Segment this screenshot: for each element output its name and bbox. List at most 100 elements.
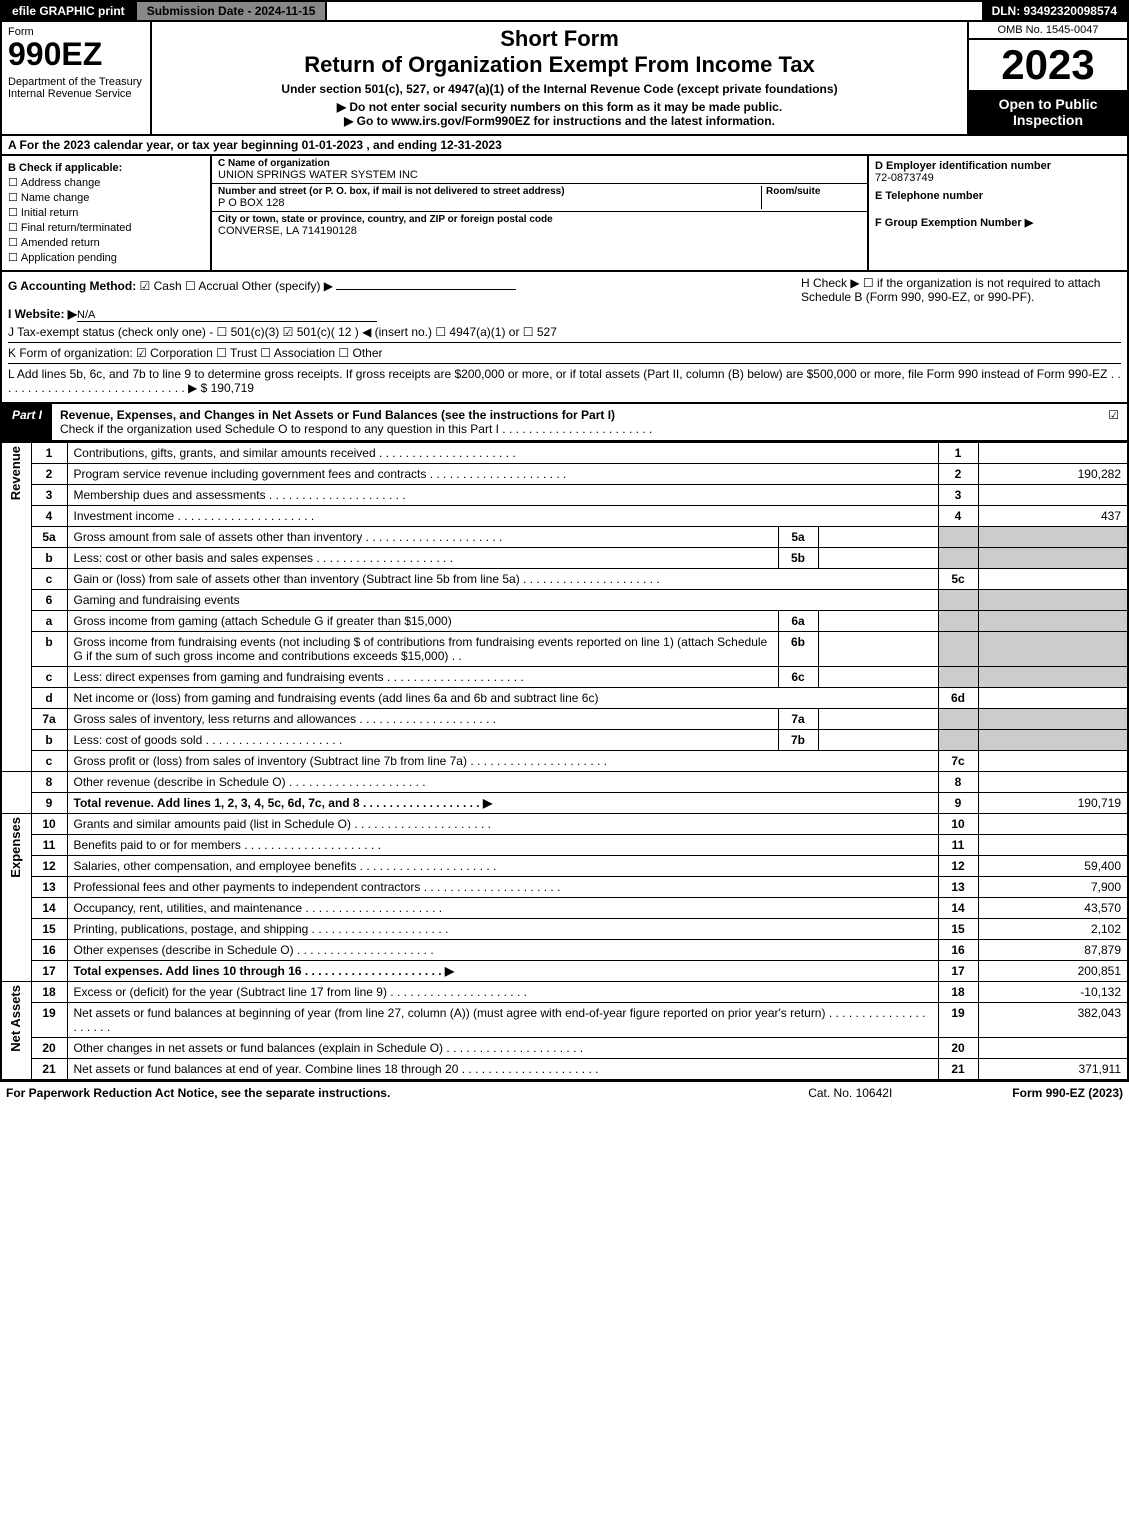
chk-application-pending[interactable]: Application pending (8, 251, 204, 264)
col-b: B Check if applicable: Address change Na… (2, 156, 212, 270)
row-5a-desc: Gross amount from sale of assets other t… (67, 527, 778, 548)
row-10-desc: Grants and similar amounts paid (list in… (67, 814, 938, 835)
row-1-num: 1 (31, 443, 67, 464)
row-6-desc: Gaming and fundraising events (67, 590, 938, 611)
row-6b-sv (818, 632, 938, 667)
line-a: A For the 2023 calendar year, or tax yea… (0, 136, 1129, 156)
k-form-org[interactable]: K Form of organization: ☑ Corporation ☐ … (8, 342, 1121, 360)
col-c: C Name of organization UNION SPRINGS WAT… (212, 156, 867, 270)
row-8-ln: 8 (938, 772, 978, 793)
row-5c-amt (978, 569, 1128, 590)
row-3-ln: 3 (938, 485, 978, 506)
row-5a-sn: 5a (778, 527, 818, 548)
form-number: 990EZ (8, 38, 144, 70)
chk-name-change[interactable]: Name change (8, 191, 204, 204)
row-6-shade2 (978, 590, 1128, 611)
row-19-amt: 382,043 (978, 1003, 1128, 1038)
row-1-desc: Contributions, gifts, grants, and simila… (67, 443, 938, 464)
ein: 72-0873749 (875, 172, 1121, 184)
row-7b-shade (938, 730, 978, 751)
g-label: G Accounting Method: (8, 279, 136, 293)
part-i-checkbox[interactable]: ☑ (1100, 404, 1127, 440)
row-21-num: 21 (31, 1059, 67, 1081)
row-15-ln: 15 (938, 919, 978, 940)
note-link[interactable]: ▶ Go to www.irs.gov/Form990EZ for instru… (158, 114, 961, 128)
row-21-desc: Net assets or fund balances at end of ye… (67, 1059, 938, 1081)
row-20-desc: Other changes in net assets or fund bala… (67, 1038, 938, 1059)
part-i-sub: Check if the organization used Schedule … (60, 422, 652, 436)
section-g-to-l: G Accounting Method: ☑ Cash ☐ Accrual Ot… (0, 272, 1129, 404)
row-14-desc: Occupancy, rent, utilities, and maintena… (67, 898, 938, 919)
row-18-desc: Excess or (deficit) for the year (Subtra… (67, 982, 938, 1003)
row-5a-shade2 (978, 527, 1128, 548)
row-12-desc: Salaries, other compensation, and employ… (67, 856, 938, 877)
row-6b-shade2 (978, 632, 1128, 667)
row-5c-desc: Gain or (loss) from sale of assets other… (67, 569, 938, 590)
row-12-num: 12 (31, 856, 67, 877)
row-6a-shade2 (978, 611, 1128, 632)
row-2-num: 2 (31, 464, 67, 485)
row-21-ln: 21 (938, 1059, 978, 1081)
f-group-label: F Group Exemption Number ▶ (875, 216, 1121, 229)
part-i-header: Part I Revenue, Expenses, and Changes in… (0, 404, 1129, 442)
row-6c-shade (938, 667, 978, 688)
row-7c-ln: 7c (938, 751, 978, 772)
row-4-desc: Investment income (67, 506, 938, 527)
row-4-num: 4 (31, 506, 67, 527)
h-text[interactable]: H Check ▶ ☐ if the organization is not r… (801, 276, 1121, 304)
row-15-num: 15 (31, 919, 67, 940)
row-7a-shade2 (978, 709, 1128, 730)
chk-amended-return[interactable]: Amended return (8, 236, 204, 249)
submission-date: Submission Date - 2024-11-15 (135, 2, 328, 20)
row-13-ln: 13 (938, 877, 978, 898)
row-19-ln: 19 (938, 1003, 978, 1038)
row-18-ln: 18 (938, 982, 978, 1003)
efile-print[interactable]: efile GRAPHIC print (2, 2, 135, 20)
row-13-num: 13 (31, 877, 67, 898)
row-14-num: 14 (31, 898, 67, 919)
netassets-side-label: Net Assets (8, 985, 23, 1052)
part-i-title: Revenue, Expenses, and Changes in Net As… (60, 408, 615, 422)
row-3-amt (978, 485, 1128, 506)
row-5a-shade (938, 527, 978, 548)
chk-initial-return[interactable]: Initial return (8, 206, 204, 219)
row-6d-amt (978, 688, 1128, 709)
street: P O BOX 128 (218, 197, 761, 209)
row-6-num: 6 (31, 590, 67, 611)
row-14-ln: 14 (938, 898, 978, 919)
city: CONVERSE, LA 714190128 (218, 225, 861, 237)
row-1-ln: 1 (938, 443, 978, 464)
row-5b-sn: 5b (778, 548, 818, 569)
expenses-side-label: Expenses (8, 817, 23, 878)
row-5c-num: c (31, 569, 67, 590)
chk-final-return[interactable]: Final return/terminated (8, 221, 204, 234)
chk-address-change[interactable]: Address change (8, 176, 204, 189)
part-i-table: Revenue 1 Contributions, gifts, grants, … (0, 442, 1129, 1081)
row-2-ln: 2 (938, 464, 978, 485)
row-3-desc: Membership dues and assessments (67, 485, 938, 506)
title-short-form: Short Form (158, 26, 961, 52)
note-ssn: ▶ Do not enter social security numbers o… (158, 100, 961, 114)
tax-year: 2023 (969, 40, 1127, 90)
col-d-e-f: D Employer identification number 72-0873… (867, 156, 1127, 270)
row-21-amt: 371,911 (978, 1059, 1128, 1081)
row-6c-sn: 6c (778, 667, 818, 688)
row-8-amt (978, 772, 1128, 793)
row-7c-desc: Gross profit or (loss) from sales of inv… (67, 751, 938, 772)
row-11-desc: Benefits paid to or for members (67, 835, 938, 856)
row-6a-sn: 6a (778, 611, 818, 632)
row-6a-num: a (31, 611, 67, 632)
revenue-side-label: Revenue (8, 446, 23, 500)
j-tax-exempt[interactable]: J Tax-exempt status (check only one) - ☐… (8, 325, 1121, 339)
row-1-amt (978, 443, 1128, 464)
row-6a-desc: Gross income from gaming (attach Schedul… (67, 611, 778, 632)
row-7a-shade (938, 709, 978, 730)
row-6b-desc: Gross income from fundraising events (no… (67, 632, 778, 667)
row-5b-shade (938, 548, 978, 569)
g-options[interactable]: ☑ Cash ☐ Accrual Other (specify) ▶ (140, 279, 333, 293)
row-6d-ln: 6d (938, 688, 978, 709)
row-17-ln: 17 (938, 961, 978, 982)
title-return: Return of Organization Exempt From Incom… (158, 52, 961, 78)
section-b-to-f: B Check if applicable: Address change Na… (0, 156, 1129, 272)
row-4-ln: 4 (938, 506, 978, 527)
